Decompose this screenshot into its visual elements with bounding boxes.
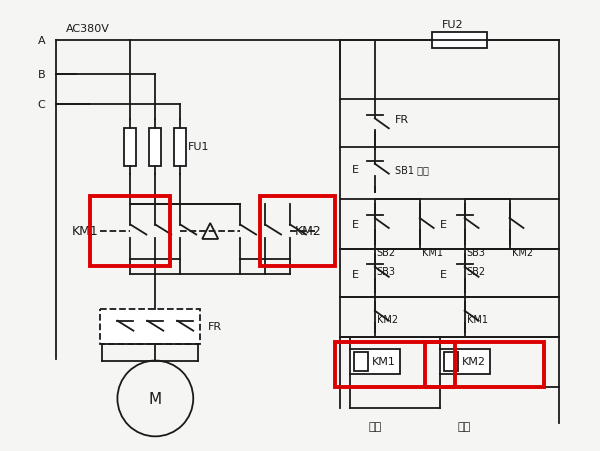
Bar	[335, 342, 455, 387]
Text: FU1: FU1	[188, 142, 210, 152]
Text: SB1 停車: SB1 停車	[395, 165, 428, 175]
Bar	[443, 352, 458, 371]
Text: 反轉: 反轉	[458, 421, 471, 432]
Text: SB2: SB2	[467, 266, 486, 276]
Bar	[174, 128, 186, 166]
Text: 正轉: 正轉	[368, 421, 382, 432]
Text: SB3: SB3	[467, 248, 485, 258]
Text: SB3: SB3	[377, 266, 396, 276]
Text: B: B	[38, 70, 46, 80]
Text: M: M	[149, 391, 162, 406]
Text: KM2: KM2	[295, 225, 322, 238]
Text: KM1: KM1	[372, 356, 396, 366]
Bar	[100, 309, 200, 344]
Text: C: C	[38, 100, 46, 110]
Text: KM1: KM1	[422, 248, 443, 258]
Bar	[431, 32, 487, 48]
Text: A: A	[38, 36, 46, 46]
Text: E: E	[440, 269, 446, 279]
Bar	[124, 128, 136, 166]
Text: E: E	[440, 220, 446, 230]
Bar	[350, 349, 400, 374]
Bar	[91, 197, 170, 266]
Text: FR: FR	[208, 321, 223, 331]
Bar	[425, 342, 544, 387]
Bar	[354, 352, 368, 371]
Bar	[149, 128, 161, 166]
Text: KM2: KM2	[512, 248, 533, 258]
Text: KM1: KM1	[467, 314, 488, 324]
Text: FR: FR	[395, 115, 409, 125]
Text: E: E	[352, 165, 359, 175]
Text: KM2: KM2	[377, 314, 398, 324]
Text: KM2: KM2	[461, 356, 485, 366]
Bar	[260, 197, 335, 266]
Text: E: E	[352, 220, 359, 230]
Bar	[440, 349, 490, 374]
Text: KM1: KM1	[72, 225, 98, 238]
Text: FU2: FU2	[442, 19, 463, 30]
Text: SB2: SB2	[377, 248, 396, 258]
Text: E: E	[352, 269, 359, 279]
Text: AC380V: AC380V	[65, 23, 109, 33]
